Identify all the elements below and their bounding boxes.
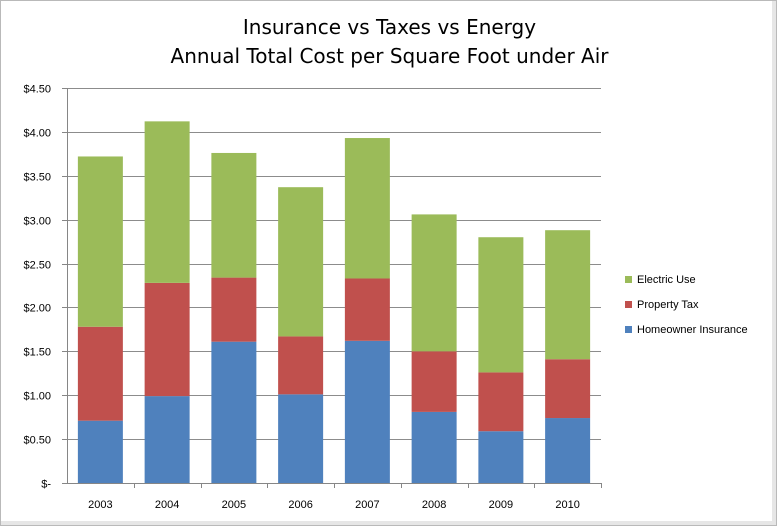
bar-electric-use-2008 xyxy=(411,214,457,352)
y-tick-label: $4.50 xyxy=(23,84,51,96)
bar-homeowner-insurance-2004 xyxy=(144,396,190,483)
legend-item-electric-use: Electric Use xyxy=(625,267,748,292)
y-tick-label: $2.50 xyxy=(23,260,51,272)
y-tick-label: $2.00 xyxy=(23,303,51,315)
bar-homeowner-insurance-2006 xyxy=(278,394,324,483)
y-tick-label: $3.00 xyxy=(23,216,51,228)
bar-property-tax-2004 xyxy=(144,282,190,397)
y-tick-label: $1.00 xyxy=(23,391,51,403)
bar-homeowner-insurance-2009 xyxy=(478,431,524,483)
bar-property-tax-2007 xyxy=(344,278,390,341)
bar-electric-use-2010 xyxy=(545,230,591,360)
bar-property-tax-2009 xyxy=(478,372,524,432)
bar-property-tax-2010 xyxy=(545,359,591,419)
legend-swatch-electric-use xyxy=(625,276,632,283)
y-tick-label: $1.50 xyxy=(23,347,51,359)
x-tick-label: 2003 xyxy=(88,499,112,511)
y-tick-label: $4.00 xyxy=(23,128,51,140)
bar-electric-use-2004 xyxy=(144,121,190,283)
bar-homeowner-insurance-2005 xyxy=(211,341,257,483)
legend-swatch-property-tax xyxy=(625,301,632,308)
bar-electric-use-2005 xyxy=(211,152,257,278)
bar-electric-use-2007 xyxy=(344,138,390,279)
legend-item-homeowner-insurance: Homeowner Insurance xyxy=(625,317,748,342)
bar-property-tax-2008 xyxy=(411,351,457,412)
x-tick-label: 2004 xyxy=(155,499,179,511)
legend-label-property-tax: Property Tax xyxy=(637,298,699,311)
x-tick-label: 2009 xyxy=(489,499,513,511)
bar-electric-use-2009 xyxy=(478,237,524,373)
y-tick-label: $3.50 xyxy=(23,172,51,184)
chart-subtitle: Annual Total Cost per Square Foot under … xyxy=(170,44,609,68)
bar-property-tax-2005 xyxy=(211,277,257,342)
bar-homeowner-insurance-2007 xyxy=(344,340,390,483)
bar-electric-use-2003 xyxy=(77,156,123,327)
x-tick-label: 2005 xyxy=(222,499,246,511)
legend-item-property-tax: Property Tax xyxy=(625,292,748,317)
bar-homeowner-insurance-2010 xyxy=(545,418,591,483)
chart-title-block: Insurance vs Taxes vs Energy Annual Tota… xyxy=(1,13,776,71)
bar-homeowner-insurance-2008 xyxy=(411,411,457,483)
bar-property-tax-2006 xyxy=(278,336,324,395)
chart-title: Insurance vs Taxes vs Energy xyxy=(242,15,537,39)
y-tick-label: $- xyxy=(41,479,51,491)
x-tick-label: 2010 xyxy=(555,499,579,511)
bar-electric-use-2006 xyxy=(278,187,324,337)
y-tick-label: $0.50 xyxy=(23,435,51,447)
x-tick-label: 2006 xyxy=(288,499,312,511)
legend-label-homeowner-insurance: Homeowner Insurance xyxy=(637,323,748,336)
sheet-gridline-right xyxy=(772,1,776,525)
legend: Electric Use Property Tax Homeowner Insu… xyxy=(625,267,748,342)
legend-label-electric-use: Electric Use xyxy=(637,273,696,286)
sheet-gridline-bottom xyxy=(1,521,776,525)
x-tick-label: 2008 xyxy=(422,499,446,511)
bar-property-tax-2003 xyxy=(77,326,123,421)
legend-swatch-homeowner-insurance xyxy=(625,326,632,333)
bar-homeowner-insurance-2003 xyxy=(77,420,123,483)
x-tick-label: 2007 xyxy=(355,499,379,511)
